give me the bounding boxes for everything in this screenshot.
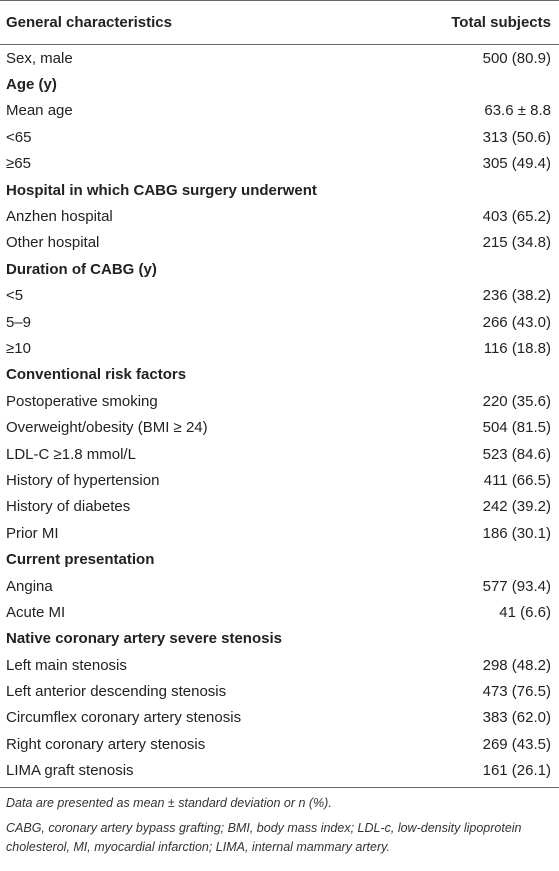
row-value: 383 (62.0) xyxy=(482,709,551,727)
row-value: 242 (39.2) xyxy=(482,498,551,516)
section-label: Conventional risk factors xyxy=(6,366,187,384)
data-table: General characteristics Total subjects S… xyxy=(0,0,559,788)
row-label: LDL-C ≥1.8 mmol/L xyxy=(6,445,136,463)
row-value: 116 (18.8) xyxy=(483,339,551,357)
table-row: ≥10 116 (18.8) xyxy=(0,335,559,361)
row-value: 220 (35.6) xyxy=(482,392,551,410)
section-label: Age (y) xyxy=(6,76,57,94)
row-value: 161 (26.1) xyxy=(382,757,559,788)
row-label: LIMA graft stenosis xyxy=(0,757,383,788)
row-value: 523 (84.6) xyxy=(482,445,551,463)
row-label: Postoperative smoking xyxy=(6,392,158,410)
table-row: Angina 577 (93.4) xyxy=(0,573,559,599)
row-value: 504 (81.5) xyxy=(482,419,551,437)
table-row: History of diabetes 242 (39.2) xyxy=(0,494,559,520)
table-row: History of hypertension 411 (66.5) xyxy=(0,467,559,493)
row-label: History of hypertension xyxy=(6,471,160,489)
row-label: Anzhen hospital xyxy=(6,208,113,226)
table-row: Age (y) xyxy=(0,71,559,97)
table-row: Overweight/obesity (BMI ≥ 24) 504 (81.5) xyxy=(0,414,559,440)
table-row: <5 236 (38.2) xyxy=(0,283,559,309)
table-row: 5–9 266 (43.0) xyxy=(0,309,559,335)
header-cell: Total subjects xyxy=(382,0,559,45)
row-value: 298 (48.2) xyxy=(482,656,551,674)
table-row: Sex, male 500 (80.9) xyxy=(0,45,559,72)
row-value: 500 (80.9) xyxy=(482,49,551,67)
row-label: Angina xyxy=(6,577,53,595)
table-row: Left anterior descending stenosis 473 (76… xyxy=(0,678,559,704)
row-value: 215 (34.8) xyxy=(482,234,551,252)
row-value: 266 (43.0) xyxy=(482,313,551,331)
header-cell: General characteristics xyxy=(0,0,383,45)
row-label: Overweight/obesity (BMI ≥ 24) xyxy=(6,419,208,437)
row-value: 473 (76.5) xyxy=(482,683,551,701)
footnote: CABG, coronary artery bypass grafting; B… xyxy=(6,820,522,854)
row-value: 236 (38.2) xyxy=(482,287,551,305)
table-row: Mean age 63.6 ± 8.8 xyxy=(0,98,559,124)
row-label: Acute MI xyxy=(6,603,66,621)
row-label: Prior MI xyxy=(6,524,59,542)
section-label: Current presentation xyxy=(6,551,155,569)
table-row: LDL-C ≥1.8 mmol/L 523 (84.6) xyxy=(0,441,559,467)
row-label: Other hospital xyxy=(6,234,100,252)
row-label: ≥65 xyxy=(6,155,31,173)
row-label: History of diabetes xyxy=(6,498,131,516)
row-label: <5 xyxy=(6,287,24,305)
row-label: Circumflex coronary artery stenosis xyxy=(6,709,242,727)
row-label: <65 xyxy=(6,128,32,146)
row-value: 63.6 ± 8.8 xyxy=(484,102,551,120)
row-label: Right coronary artery stenosis xyxy=(6,735,206,753)
row-value: 41 (6.6) xyxy=(499,603,551,621)
table-row: Left main stenosis 298 (48.2) xyxy=(0,652,559,678)
table-row: Postoperative smoking 220 (35.6) xyxy=(0,388,559,414)
table-row: Acute MI 41 (6.6) xyxy=(0,599,559,625)
row-label: Left main stenosis xyxy=(6,656,127,674)
row-value: 305 (49.4) xyxy=(482,155,551,173)
table-row: LIMA graft stenosis 161 (26.1) xyxy=(0,757,559,788)
table-row: Anzhen hospital 403 (65.2) xyxy=(0,203,559,229)
row-label: 5–9 xyxy=(6,313,32,331)
table-row: Circumflex coronary artery stenosis 383 (… xyxy=(0,705,559,731)
row-value: 577 (93.4) xyxy=(482,577,551,595)
table-row: Conventional risk factors xyxy=(0,362,559,388)
row-label: Mean age xyxy=(6,102,73,120)
row-value: 186 (30.1) xyxy=(482,524,551,542)
table-row: Duration of CABG (y) xyxy=(0,256,559,282)
table-row: Other hospital 215 (34.8) xyxy=(0,230,559,256)
row-value: 269 (43.5) xyxy=(482,735,551,753)
footnote: Data are presented as mean ± standard de… xyxy=(6,795,332,810)
row-label: Sex, male xyxy=(6,49,73,67)
table-row: Prior MI 186 (30.1) xyxy=(0,520,559,546)
section-label: Hospital in which CABG surgery underwent xyxy=(6,181,317,199)
header-row: General characteristics Total subjects xyxy=(0,0,559,45)
table-row: Native coronary artery severe stenosis xyxy=(0,626,559,652)
row-label: Left anterior descending stenosis xyxy=(6,683,227,701)
section-label: Duration of CABG (y) xyxy=(6,260,157,278)
table-row: <65 313 (50.6) xyxy=(0,124,559,150)
footnotes: Data are presented as mean ± standard de… xyxy=(0,788,559,857)
row-value: 403 (65.2) xyxy=(482,208,551,226)
table-row: ≥65 305 (49.4) xyxy=(0,151,559,177)
row-value: 411 (66.5) xyxy=(483,471,551,489)
row-value: 313 (50.6) xyxy=(482,128,551,146)
row-label: ≥10 xyxy=(6,339,31,357)
table-row: Current presentation xyxy=(0,546,559,572)
section-label: Native coronary artery severe stenosis xyxy=(6,630,282,648)
table-row: Hospital in which CABG surgery underwent xyxy=(0,177,559,203)
table-row: Right coronary artery stenosis 269 (43.5) xyxy=(0,731,559,757)
table-body: Sex, male 500 (80.9) Age (y) Mean age 63.6 ±… xyxy=(0,45,559,788)
